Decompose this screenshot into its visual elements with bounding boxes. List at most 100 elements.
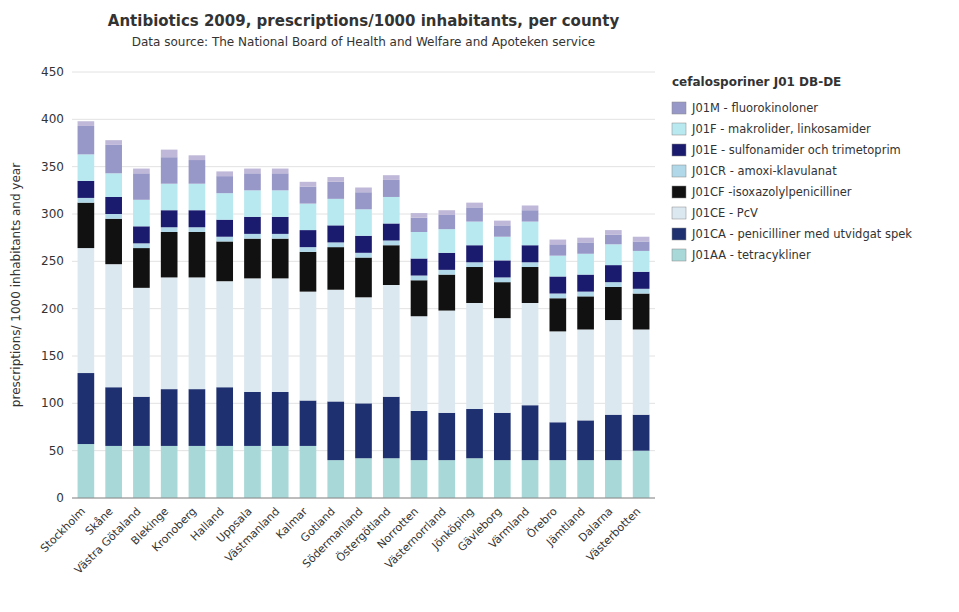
bar-segment	[105, 219, 122, 264]
bar-segment	[161, 184, 178, 211]
bar-segment	[383, 241, 400, 246]
bar-segment	[633, 237, 650, 242]
bar-segment	[383, 285, 400, 397]
bar-segment	[411, 460, 428, 498]
bar-segment	[244, 234, 261, 239]
bar-segment	[522, 303, 539, 405]
bar-segment	[355, 258, 372, 298]
bar-segment	[411, 411, 428, 460]
bar-segment	[300, 292, 317, 401]
bars	[78, 121, 650, 498]
series	[78, 203, 650, 332]
series	[78, 154, 650, 276]
legend-label: J01CE - PcV	[691, 206, 758, 220]
bar-segment	[244, 392, 261, 446]
bar-segment	[633, 289, 650, 294]
bar-segment	[494, 225, 511, 236]
bar-segment	[355, 236, 372, 253]
bar-segment	[189, 227, 206, 232]
y-tick-label: 200	[41, 302, 64, 316]
bar-segment	[466, 222, 483, 246]
bar-segment	[189, 155, 206, 160]
bar-segment	[189, 232, 206, 277]
bar-segment	[550, 256, 567, 277]
bar-segment	[633, 451, 650, 498]
y-tick-label: 300	[41, 207, 64, 221]
bar-segment	[466, 245, 483, 262]
legend-title: cefalosporiner J01 DB-DE	[672, 75, 841, 89]
legend-label: J01CA - penicilliner med utvidgat spek	[691, 227, 912, 241]
bar-segment	[78, 154, 95, 181]
bar-segment	[633, 415, 650, 451]
bar-segment	[216, 176, 233, 193]
bar-segment	[605, 244, 622, 265]
grid-line	[72, 498, 655, 499]
bar-segment	[327, 177, 344, 182]
bar-segment	[216, 220, 233, 237]
bar-segment	[494, 237, 511, 261]
x-axis-line	[72, 498, 655, 499]
bar-segment	[161, 389, 178, 446]
bar-segment	[605, 282, 622, 287]
bar-segment	[494, 282, 511, 318]
bar-segment	[411, 232, 428, 259]
y-tick-label: 0	[56, 491, 64, 505]
bar-segment	[383, 197, 400, 224]
legend-swatch	[672, 249, 686, 261]
bar-segment	[189, 446, 206, 498]
legend-swatch	[672, 165, 686, 177]
bar-segment	[577, 296, 594, 329]
y-tick-label: 400	[41, 112, 64, 126]
bar-segment	[605, 230, 622, 235]
bar-segment	[105, 145, 122, 173]
bar-segment	[216, 241, 233, 281]
bar-segment	[78, 121, 95, 126]
bar-segment	[300, 204, 317, 231]
bar-segment	[550, 240, 567, 245]
series	[78, 181, 650, 294]
bar-segment	[605, 460, 622, 498]
bar-segment	[577, 242, 594, 253]
bar-segment	[300, 446, 317, 498]
x-tick-label: Värmland	[486, 505, 532, 551]
bar-segment	[438, 311, 455, 413]
bar-segment	[327, 290, 344, 402]
bar-segment	[272, 446, 289, 498]
bar-segment	[189, 160, 206, 184]
bar-segment	[494, 460, 511, 498]
bar-segment	[133, 397, 150, 446]
bar-segment	[133, 288, 150, 397]
bar-segment	[383, 245, 400, 285]
bar-segment	[189, 210, 206, 227]
bar-segment	[133, 173, 150, 200]
y-tick-label: 250	[41, 254, 64, 268]
bar-segment	[105, 140, 122, 145]
bar-segment	[383, 175, 400, 180]
bar-segment	[355, 187, 372, 192]
bar-segment	[411, 280, 428, 316]
bar-segment	[300, 187, 317, 204]
grid-line	[72, 166, 655, 167]
bar-segment	[355, 458, 372, 498]
bar-segment	[383, 397, 400, 459]
bar-segment	[133, 446, 150, 498]
bar-segment	[272, 234, 289, 239]
series	[78, 126, 650, 256]
legend-label: J01AA - tetracykliner	[691, 248, 811, 262]
bar-segment	[550, 422, 567, 460]
bar-segment	[577, 275, 594, 292]
bar-segment	[411, 218, 428, 232]
legend: cefalosporiner J01 DB-DEJ01M - fluorokin…	[672, 75, 912, 262]
bar-segment	[78, 198, 95, 203]
bar-segment	[105, 446, 122, 498]
bar-segment	[244, 217, 261, 234]
bar-segment	[577, 292, 594, 297]
bar-segment	[411, 276, 428, 281]
bar-segment	[272, 239, 289, 279]
bar-segment	[105, 264, 122, 387]
bar-segment	[355, 192, 372, 209]
chart: Antibiotics 2009, prescriptions/1000 inh…	[0, 0, 959, 612]
bar-segment	[438, 275, 455, 311]
bar-segment	[244, 173, 261, 190]
bar-segment	[327, 242, 344, 247]
